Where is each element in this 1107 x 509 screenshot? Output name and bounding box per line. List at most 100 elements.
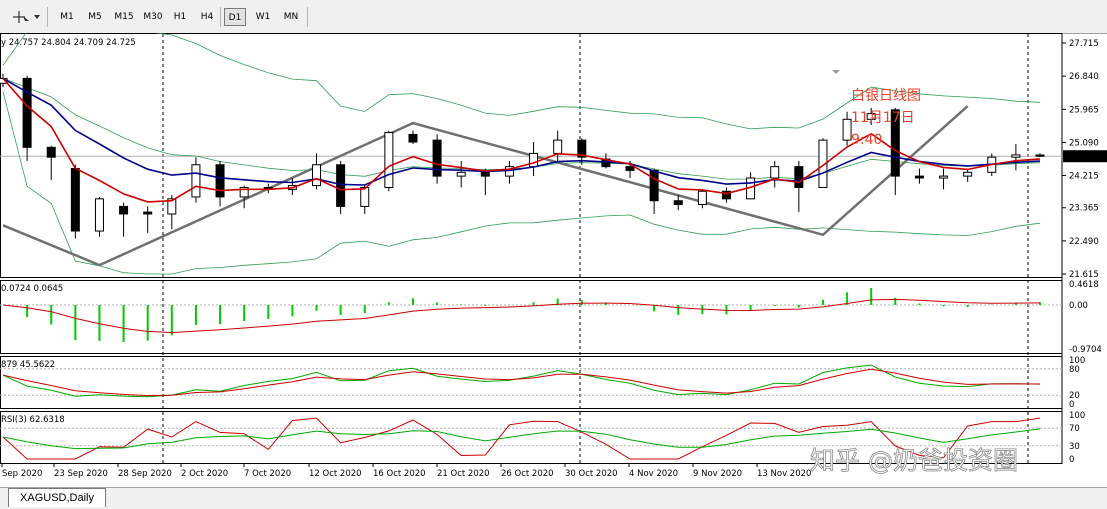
date-axis-label: 9 Nov 2020: [693, 469, 742, 479]
candle: [818, 139, 828, 188]
stoch-main-line: [2, 364, 1041, 398]
moving-average-blue: [2, 77, 1041, 186]
crosshair-cursor-icon[interactable]: [9, 8, 43, 26]
candle: [1011, 154, 1021, 158]
candle: [770, 166, 780, 179]
rsi-axis-label: 0: [1069, 455, 1074, 465]
bollinger-upper-band: [2, 33, 1041, 130]
current-price-label: 24.725: [1067, 152, 1097, 162]
watermark-text: 知乎 @奶爸投资圈: [810, 446, 1018, 475]
stoch-axis-label: 80: [1069, 365, 1080, 375]
date-axis-label: 2 Oct 2020: [181, 469, 228, 479]
toolbar-separator: [47, 7, 48, 27]
annotation-line-1: 白银日线图: [851, 88, 921, 104]
rsi-axis-label: 30: [1069, 442, 1080, 452]
candle: [673, 200, 683, 206]
price-chart[interactable]: 27.715 26.840 25.965 25.090 24.215 23.365 22.4…: [0, 33, 1107, 488]
chart-tab-bar: [0, 487, 1107, 509]
timeframe-button-m30[interactable]: M30: [143, 12, 163, 22]
candle: [312, 164, 322, 187]
macd-axis-label: -0.9704: [1069, 345, 1102, 355]
date-axis-label: 28 Sep 2020: [118, 469, 172, 479]
chart-panel-border: [0, 280, 1063, 354]
stoch-signal-line: [2, 368, 1041, 397]
toolbar-separator: [307, 7, 308, 27]
macd-axis-label: 0.00: [1069, 301, 1088, 311]
moving-average-red: [2, 77, 1041, 203]
rsi-line: [2, 417, 1041, 460]
candle: [480, 171, 490, 177]
candle: [697, 190, 707, 206]
candle: [842, 118, 852, 141]
timeframe-button-m15[interactable]: M15: [114, 12, 134, 22]
rsi-average-line: [2, 428, 1041, 450]
timeframe-button-d1[interactable]: D1: [224, 8, 246, 26]
date-axis-label: 21 Oct 2020: [437, 469, 490, 479]
chart-tab-xagusd-daily[interactable]: XAGUSD,Daily: [8, 488, 106, 507]
date-axis-label: 30 Oct 2020: [565, 469, 618, 479]
candle: [432, 139, 442, 177]
candle: [143, 211, 153, 215]
candle: [94, 198, 104, 232]
candle: [721, 190, 731, 200]
timeframe-button-w1[interactable]: W1: [255, 12, 271, 22]
candle: [890, 109, 900, 177]
timeframe-toolbar: M1 M5 M15 M30 H1 H4 D1 W1 MN: [0, 0, 1107, 34]
candle: [456, 171, 466, 177]
candle: [963, 171, 973, 177]
candle: [939, 175, 949, 179]
candle: [553, 139, 563, 154]
price-axis-label: 23.365: [1069, 204, 1099, 214]
scroll-marker-icon: [832, 70, 840, 74]
price-axis-label: 26.840: [1069, 72, 1099, 82]
price-axis-label: 24.215: [1069, 172, 1099, 182]
candle: [167, 198, 177, 215]
price-axis-label: 27.715: [1069, 39, 1099, 49]
candle: [649, 169, 659, 202]
macd-label: 0.0724 0.0645: [1, 284, 63, 294]
candle: [239, 186, 249, 198]
toolbar-separator: [220, 7, 221, 27]
candle: [866, 113, 876, 120]
macd-axis-label: 0.4618: [1069, 280, 1099, 290]
candle: [794, 166, 804, 188]
date-axis-label: Sep 2020: [2, 469, 42, 479]
candle: [360, 186, 370, 207]
stoch-axis-label: 20: [1069, 391, 1080, 401]
stoch-axis-label: 100: [1069, 356, 1085, 366]
candle: [191, 164, 201, 198]
candle: [215, 164, 225, 198]
candle: [1035, 154, 1045, 157]
annotation-line-2: 11月17日: [851, 110, 915, 126]
stoch-label: 879 45.5622: [1, 360, 55, 370]
candle: [625, 166, 635, 171]
candle: [336, 164, 346, 207]
price-axis-label: 22.490: [1069, 237, 1099, 247]
date-axis-label: 4 Nov 2020: [629, 469, 678, 479]
candle: [408, 133, 418, 143]
candle: [46, 146, 56, 158]
candle: [504, 166, 514, 177]
candle: [914, 175, 924, 179]
candle: [577, 139, 587, 158]
timeframe-button-h1[interactable]: H1: [173, 12, 187, 22]
candle: [384, 132, 394, 188]
rsi-label: RSI(3) 62.6318: [1, 415, 65, 425]
bollinger-lower-band: [2, 91, 1041, 275]
timeframe-button-mn[interactable]: MN: [283, 12, 299, 22]
candle: [529, 152, 539, 168]
zigzag-line: [2, 105, 969, 267]
stoch-axis-label: 0: [1069, 400, 1074, 410]
date-axis-label: 13 Nov 2020: [757, 469, 811, 479]
date-axis-label: 12 Oct 2020: [309, 469, 362, 479]
current-price-badge: [1063, 150, 1107, 163]
date-axis-label: 23 Sep 2020: [54, 469, 108, 479]
candle: [70, 168, 80, 232]
timeframe-button-m5[interactable]: M5: [88, 12, 102, 22]
rsi-axis-label: 100: [1069, 411, 1085, 421]
timeframe-button-h4[interactable]: H4: [200, 12, 214, 22]
macd-signal-line: [2, 298, 1041, 334]
candle: [119, 205, 129, 215]
timeframe-button-m1[interactable]: M1: [60, 12, 74, 22]
price-axis-label: 21.615: [1069, 270, 1099, 280]
